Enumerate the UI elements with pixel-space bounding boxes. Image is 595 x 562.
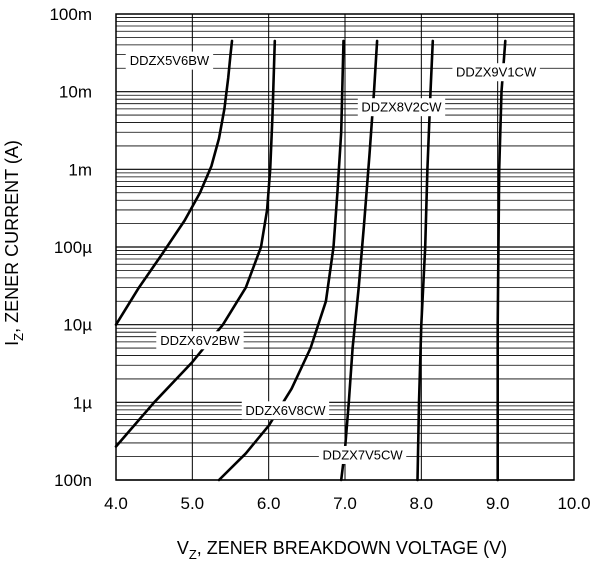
y-tick-label: 10µ (63, 316, 92, 335)
plot-grid (115, 14, 575, 481)
x-tick-label: 10.0 (557, 494, 590, 513)
y-tick-label: 10m (59, 83, 92, 102)
curve-ddzx6v8cw (217, 39, 345, 482)
x-tick-label: 4.0 (104, 494, 128, 513)
y-tick-label: 1m (68, 160, 92, 179)
curve-ddzx8v2cw (416, 39, 435, 482)
x-tick-label: 5.0 (181, 494, 205, 513)
curve-label-ddzx6v2bw: DDZX6V2BW (160, 333, 240, 348)
y-axis-title: IZ, ZENER CURRENT (A) (2, 140, 26, 346)
x-axis-title: VZ, ZENER BREAKDOWN VOLTAGE (V) (177, 538, 507, 562)
y-tick-labels: 100n 1µ 10µ 100µ 1m 10m 100m (49, 5, 92, 490)
x-tick-labels: 4.0 5.0 6.0 7.0 8.0 9.0 10.0 (104, 494, 590, 513)
y-tick-label: 100m (49, 5, 92, 24)
curve-label-ddzx7v5cw: DDZX7V5CW (322, 447, 403, 462)
plot-frame (115, 13, 575, 481)
curve-label-ddzx8v2cw: DDZX8V2CW (361, 100, 442, 115)
curve-ddzx6v2bw (114, 39, 277, 448)
curve-ddzx5v6bw (114, 39, 234, 326)
curve-label-ddzx6v8cw: DDZX6V8CW (245, 403, 326, 418)
curve-labels: DDZX5V6BW DDZX6V2BW DDZX6V8CW DDZX7V5CW DDZX… (125, 51, 540, 464)
x-tick-label: 7.0 (333, 494, 357, 513)
x-tick-label: 6.0 (257, 494, 281, 513)
curve-label-bg (357, 98, 446, 117)
curve-label-ddzx5v6bw: DDZX5V6BW (130, 53, 210, 68)
curve-label-bg (156, 331, 244, 350)
x-tick-label: 8.0 (410, 494, 434, 513)
curve-label-bg (318, 445, 407, 464)
y-tick-label: 100n (54, 471, 92, 490)
x-tick-label: 9.0 (486, 494, 510, 513)
curve-label-bg (452, 63, 540, 82)
y-tick-label: 1µ (73, 393, 92, 412)
y-tick-label: 100µ (54, 238, 92, 257)
curve-label-bg (125, 51, 214, 70)
curve-label-bg (241, 401, 330, 420)
curve-label-ddzx9v1cw: DDZX9V1CW (456, 65, 537, 80)
